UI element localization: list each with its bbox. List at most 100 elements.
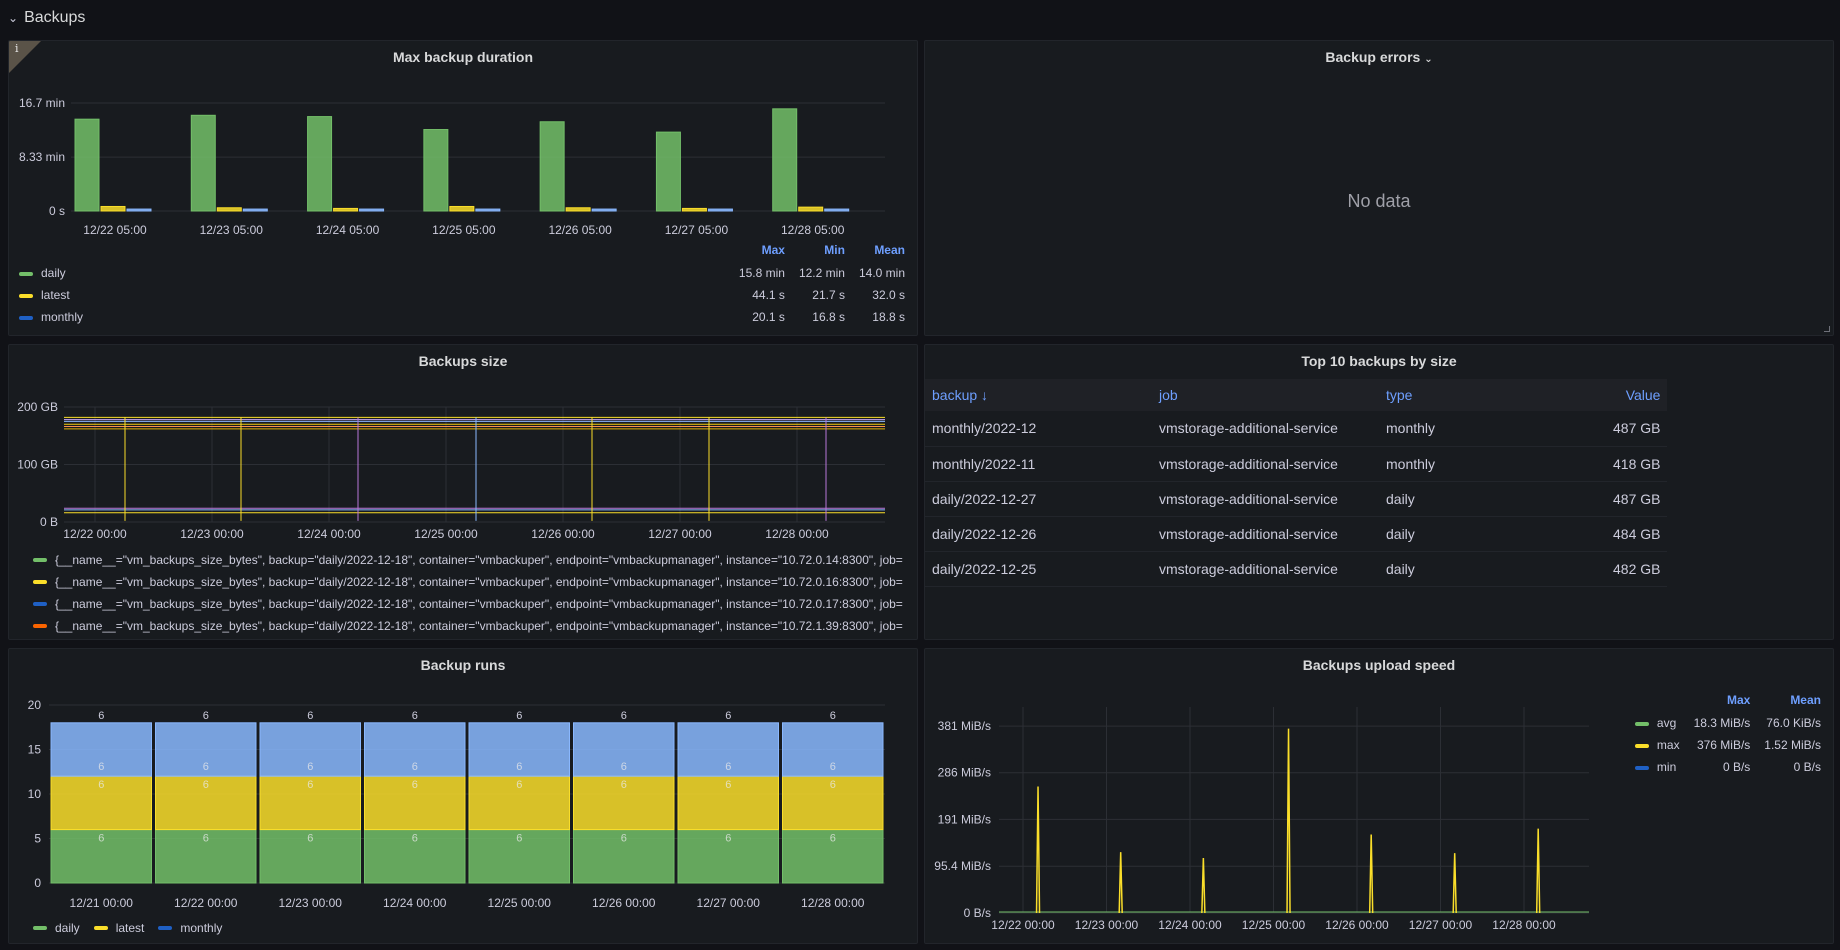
x-tick-label: 12/26 00:00 bbox=[1325, 918, 1389, 932]
cell-value: 487 GB bbox=[1606, 481, 1668, 517]
legend-item[interactable]: {__name__="vm_backups_size_bytes", backu… bbox=[33, 571, 903, 593]
panel-top10-backups[interactable]: Top 10 backups by size backup ↓ job type… bbox=[924, 344, 1834, 640]
data-label: 6 bbox=[621, 710, 627, 722]
row-header-backups[interactable]: ⌄ Backups bbox=[8, 6, 85, 30]
column-header-value[interactable]: Value bbox=[1606, 379, 1668, 411]
panel-backup-runs[interactable]: Backup runs 0 5 10 15 20 6 6 6 6 12/21 00:00 6 6 6 6 1… bbox=[8, 648, 918, 944]
bar-monthly bbox=[126, 208, 152, 212]
legend-label: max bbox=[1656, 738, 1680, 752]
bar-latest bbox=[155, 775, 257, 831]
y-tick-label: 95.4 MiB/s bbox=[934, 859, 991, 873]
legend-item[interactable]: {__name__="vm_backups_size_bytes", backu… bbox=[33, 593, 903, 615]
legend-item[interactable]: latest bbox=[93, 921, 144, 935]
legend-item[interactable]: {__name__="vm_backups_size_bytes", backu… bbox=[33, 549, 903, 571]
bar-daily bbox=[539, 121, 565, 212]
panel-title[interactable]: Top 10 backups by size bbox=[1301, 353, 1457, 369]
legend-row-daily[interactable]: daily 15.8 min 12.2 min 14.0 min bbox=[19, 263, 909, 285]
data-label: 6 bbox=[621, 833, 627, 845]
data-label: 6 bbox=[516, 710, 522, 722]
y-tick-label: 5 bbox=[34, 832, 41, 846]
bar-monthly bbox=[707, 208, 733, 212]
data-label: 6 bbox=[830, 761, 836, 773]
duration-legend: Max Min Mean daily 15.8 min 12.2 min 14.… bbox=[19, 241, 909, 329]
data-label: 6 bbox=[98, 761, 104, 773]
legend-item[interactable]: {__name__="vm_backups_size_bytes", backu… bbox=[33, 615, 903, 637]
legend-max: 44.1 s bbox=[752, 288, 785, 302]
bar-monthly bbox=[50, 722, 152, 777]
legend-mean: 14.0 min bbox=[858, 266, 905, 280]
runs-chart: 0 5 10 15 20 6 6 6 6 12/21 00:00 6 6 6 6 12/22 00:00 6 6… bbox=[28, 698, 885, 910]
cell-job: vmstorage-additional-service bbox=[1152, 481, 1379, 517]
legend-swatch bbox=[1634, 743, 1649, 748]
panel-title[interactable]: Backup runs bbox=[420, 657, 506, 673]
legend-row-avg[interactable]: avg 18.3 MiB/s 76.0 KiB/s bbox=[1634, 713, 1825, 735]
data-label: 6 bbox=[516, 779, 522, 791]
bar-monthly bbox=[573, 722, 675, 777]
data-label: 6 bbox=[725, 761, 731, 773]
legend-header-max[interactable]: Max bbox=[1726, 693, 1751, 707]
legend-label: avg bbox=[1656, 716, 1677, 730]
data-label: 6 bbox=[307, 710, 313, 722]
panel-backups-upload-speed[interactable]: Backups upload speed 0 B/s 95.4 MiB/s 191 … bbox=[924, 648, 1834, 944]
cell-type: monthly bbox=[1379, 411, 1606, 447]
column-header-type[interactable]: type bbox=[1379, 379, 1606, 411]
legend-row-monthly[interactable]: monthly 20.1 s 16.8 s 18.8 s bbox=[19, 307, 909, 329]
x-tick-label: 12/23 00:00 bbox=[180, 527, 244, 541]
panel-title[interactable]: Backup errors ⌄ bbox=[925, 49, 1833, 65]
table-row: monthly/2022-12 vmstorage-additional-ser… bbox=[925, 411, 1668, 447]
data-label: 6 bbox=[203, 779, 209, 791]
bar-latest bbox=[798, 206, 824, 212]
panel-backups-size[interactable]: Backups size 0 B 100 GB 200 GB 12/22 00:00 1… bbox=[8, 344, 918, 640]
legend-row-latest[interactable]: latest 44.1 s 21.7 s 32.0 s bbox=[19, 285, 909, 307]
legend-header-mean[interactable]: Mean bbox=[1790, 693, 1821, 707]
legend-header-max[interactable]: Max bbox=[761, 243, 785, 257]
x-tick-label: 12/24 00:00 bbox=[297, 527, 361, 541]
legend-item[interactable]: monthly bbox=[158, 921, 222, 935]
panel-title[interactable]: Backups size bbox=[418, 353, 508, 369]
x-tick-label: 12/26 00:00 bbox=[531, 527, 595, 541]
x-tick-label: 12/27 00:00 bbox=[648, 527, 712, 541]
legend-swatch bbox=[19, 271, 33, 276]
legend-header-mean[interactable]: Mean bbox=[874, 243, 905, 257]
bar-daily bbox=[364, 829, 466, 884]
legend-label: latest bbox=[41, 288, 70, 302]
x-tick-label: 12/21 00:00 bbox=[70, 896, 134, 910]
legend-swatch bbox=[1634, 721, 1649, 726]
panel-title[interactable]: Backups upload speed bbox=[1302, 657, 1456, 673]
legend-row-max[interactable]: max 376 MiB/s 1.52 MiB/s bbox=[1634, 735, 1825, 757]
panel-max-backup-duration[interactable]: i Max backup duration 0 s 8.33 min 16.7 mi… bbox=[8, 40, 918, 336]
legend-swatch bbox=[19, 315, 33, 320]
legend-header-min[interactable]: Min bbox=[824, 243, 845, 257]
bar-daily bbox=[74, 118, 100, 212]
bar-monthly bbox=[242, 208, 268, 212]
info-corner[interactable] bbox=[9, 41, 41, 73]
x-tick-label: 12/26 05:00 bbox=[548, 223, 612, 237]
resize-handle[interactable] bbox=[1824, 326, 1830, 332]
panel-title[interactable]: Max backup duration bbox=[392, 49, 534, 65]
panel-backup-errors[interactable]: Backup errors ⌄ No data bbox=[924, 40, 1834, 336]
info-icon[interactable]: i bbox=[15, 42, 19, 55]
x-tick-label: 12/24 00:00 bbox=[1158, 918, 1222, 932]
legend-item[interactable]: daily bbox=[33, 921, 80, 935]
column-header-backup[interactable]: backup ↓ bbox=[925, 379, 1152, 411]
y-tick-label: 0 B/s bbox=[964, 906, 991, 920]
bar-monthly bbox=[359, 208, 385, 212]
cell-value: 418 GB bbox=[1606, 446, 1668, 482]
column-header-job[interactable]: job bbox=[1152, 379, 1379, 411]
chevron-down-icon: ⌄ bbox=[8, 11, 19, 25]
x-tick-label: 12/22 00:00 bbox=[174, 896, 238, 910]
legend-label: monthly bbox=[180, 921, 223, 935]
spike-max bbox=[1118, 852, 1123, 914]
cell-job: vmstorage-additional-service bbox=[1152, 551, 1379, 587]
cell-job: vmstorage-additional-service bbox=[1152, 446, 1379, 482]
y-tick-label: 15 bbox=[28, 743, 42, 757]
bar-monthly bbox=[677, 722, 779, 777]
legend-row-min[interactable]: min 0 B/s 0 B/s bbox=[1634, 757, 1825, 779]
size-legend: {__name__="vm_backups_size_bytes", backu… bbox=[33, 549, 903, 637]
legend-label: daily bbox=[55, 921, 80, 935]
legend-swatch bbox=[93, 926, 108, 930]
bar-latest bbox=[573, 775, 675, 831]
bar-daily bbox=[573, 829, 675, 884]
x-tick-label: 12/26 00:00 bbox=[592, 896, 656, 910]
data-label: 6 bbox=[516, 833, 522, 845]
